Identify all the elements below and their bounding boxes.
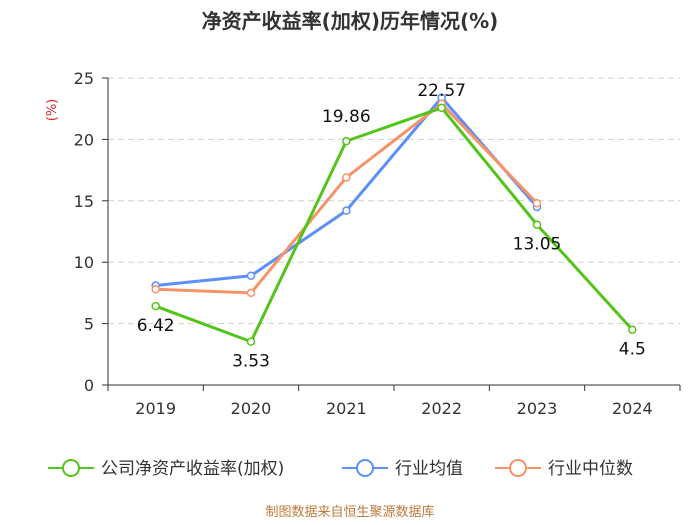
legend-item: 行业均值: [342, 459, 463, 479]
data-point: [151, 301, 160, 311]
data-point: [628, 325, 637, 334]
data-label: 3.53: [232, 352, 270, 372]
y-tick-label: 20: [74, 130, 94, 149]
data-point: [532, 220, 542, 229]
data-point: [342, 173, 351, 182]
legend-marker-icon: [356, 459, 374, 477]
data-point: [246, 337, 256, 346]
x-tick-label: 2022: [421, 399, 462, 418]
data-point: [246, 271, 256, 280]
y-tick-label: 15: [74, 192, 94, 211]
data-labels: 6.42 3.53 19.86 22.57 13.05 4.5: [137, 81, 646, 372]
series-line: [154, 102, 539, 295]
data-point: [151, 284, 160, 294]
x-tick-label: 2024: [612, 399, 653, 418]
legend-label: 行业中位数: [548, 459, 633, 479]
y-tick-label: 10: [74, 253, 94, 272]
data-point: [342, 136, 351, 146]
legend-item: 公司净资产收益率(加权): [48, 459, 284, 479]
source-note: 制图数据来自恒生聚源数据库: [265, 504, 434, 520]
x-tick-label: 2021: [326, 399, 367, 418]
data-point: [246, 288, 256, 298]
legend-label: 行业均值: [395, 459, 463, 479]
data-point: [342, 206, 351, 215]
legend-marker-icon: [62, 459, 80, 477]
data-label: 13.05: [513, 235, 562, 255]
chart-title: 净资产收益率(加权)历年情况(%): [202, 9, 499, 33]
data-label: 6.42: [137, 316, 175, 336]
axes: 0 5 10 15 20 25 2019 2020 2021 2022 2023 2024: [74, 69, 681, 418]
legend-item: 行业中位数: [495, 459, 633, 479]
data-label: 4.5: [619, 340, 646, 360]
data-point: [437, 103, 446, 113]
data-label: 19.86: [322, 107, 371, 127]
legend-marker-icon: [509, 459, 527, 477]
y-tick-label: 25: [74, 69, 94, 88]
legend: 公司净资产收益率(加权) 行业均值 行业中位数: [48, 459, 633, 479]
y-tick-label: 0: [84, 376, 94, 395]
y-axis-unit: (%): [45, 99, 60, 122]
x-tick-label: 2023: [517, 399, 558, 418]
y-tick-label: 5: [84, 315, 94, 334]
data-label: 22.57: [417, 81, 466, 101]
series-lines: [151, 93, 637, 346]
x-tick-label: 2020: [231, 399, 272, 418]
data-point: [532, 199, 542, 208]
series-line: [154, 106, 634, 344]
legend-label: 公司净资产收益率(加权): [101, 459, 284, 479]
x-tick-label: 2019: [135, 399, 176, 418]
